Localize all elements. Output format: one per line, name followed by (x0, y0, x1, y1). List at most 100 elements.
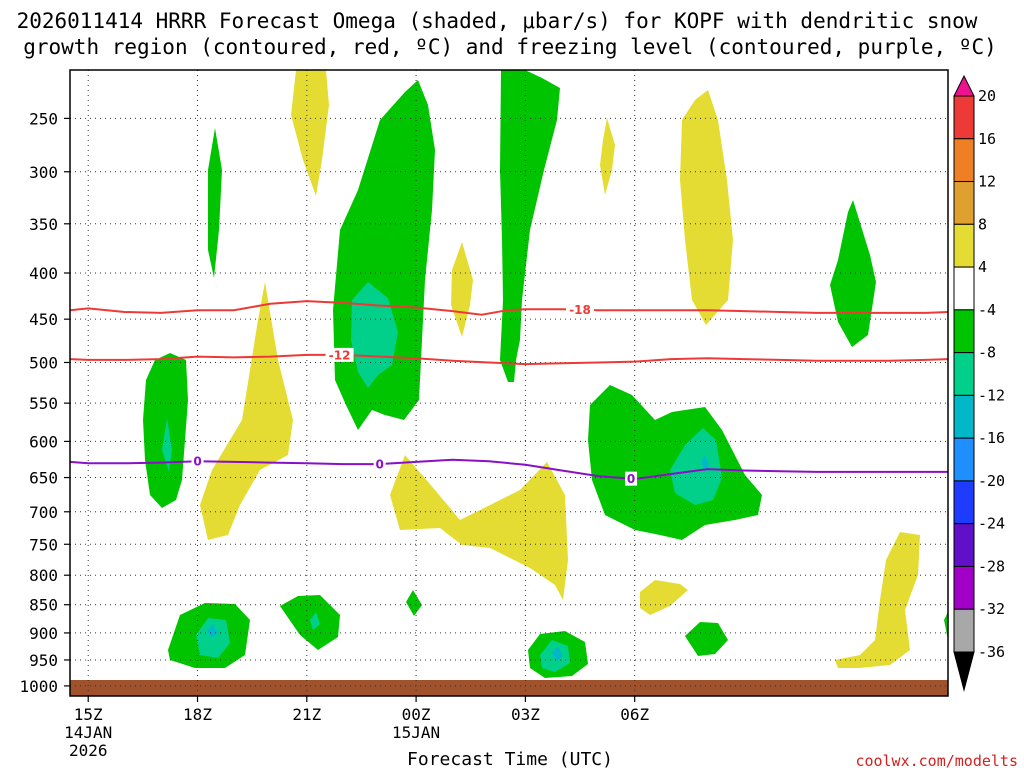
omega-ascent-area (685, 622, 728, 656)
x-tick-sublabel: 15JAN (392, 723, 440, 742)
omega-descent-area (680, 90, 733, 325)
y-tick-label: 350 (29, 215, 58, 234)
contour-label: 0 (375, 458, 383, 472)
contour-line (69, 353, 949, 366)
x-tick-label: 06Z (620, 705, 649, 724)
omega-ascent-area (500, 70, 560, 382)
colorbar-label: -36 (978, 643, 1005, 661)
y-tick-label: 300 (29, 163, 58, 182)
colorbar-swatch (953, 309, 975, 354)
colorbar-label: -28 (978, 557, 1005, 575)
colorbar-bottom-arrow (953, 651, 975, 692)
omega-very-strong-ascent-core (207, 624, 218, 638)
colorbar-label: 4 (978, 258, 987, 276)
colorbar-label: -16 (978, 429, 1005, 447)
y-tick-label: 1000 (19, 677, 58, 696)
omega-ascent-area (944, 612, 948, 640)
credit-text[interactable]: coolwx.com/modelts (855, 752, 1018, 768)
colorbar-label: 16 (978, 130, 996, 148)
y-tick-label: 650 (29, 469, 58, 488)
x-axis-title: Forecast Time (UTC) (407, 749, 613, 768)
colorbar-swatch (953, 266, 975, 311)
temperature-contours: -18 -12 0 0 0 (69, 300, 949, 486)
y-tick-label: 700 (29, 503, 58, 522)
y-tick-label: 500 (29, 353, 58, 372)
contour-label-bg (325, 347, 354, 362)
colorbar-label: -24 (978, 515, 1005, 533)
contour-label: -12 (329, 348, 351, 362)
omega-ascent-area (830, 200, 876, 347)
chart-title-line1: 2026011414 HRRR Forecast Omega (shaded, … (17, 9, 978, 33)
chart-title-line2: growth region (contoured, red, ºC) and f… (23, 35, 997, 59)
colorbar-label: -4 (978, 301, 996, 319)
contour-label-bg (625, 471, 638, 486)
colorbar-swatch (953, 394, 975, 439)
omega-strong-ascent-core (196, 618, 230, 658)
y-tick-label: 550 (29, 394, 58, 413)
colorbar-label: -20 (978, 472, 1005, 490)
y-tick-label: 800 (29, 566, 58, 585)
omega-strong-ascent-core (162, 418, 172, 472)
omega-descent-area (640, 580, 688, 615)
y-tick-label: 850 (29, 596, 58, 615)
colorbar: 20 16 12 8 4 -4 -8 -12 -16 -20 -24 -28 -32 -36 (953, 74, 1005, 692)
omega-descent-area (835, 532, 920, 668)
contour-label: -18 (569, 303, 591, 317)
colorbar-swatch (953, 608, 975, 653)
surface-below-ground (70, 680, 948, 696)
colorbar-swatch (953, 480, 975, 525)
colorbar-label: 12 (978, 173, 996, 191)
plot-frame (69, 69, 949, 697)
y-tick-label: 250 (29, 109, 58, 128)
omega-ascent-area (280, 595, 340, 650)
contour-label-bg (191, 454, 204, 469)
colorbar-label: 20 (978, 87, 996, 105)
y-tick-label: 750 (29, 535, 58, 554)
x-tick-sublabel: 2026 (69, 741, 108, 760)
omega-descent-area (291, 70, 329, 196)
omega-descent-area (390, 455, 568, 600)
omega-strong-ascent-core (670, 428, 722, 505)
colorbar-swatch (953, 95, 975, 140)
y-tick-label: 450 (29, 310, 58, 329)
contour-label: 0 (193, 455, 201, 469)
colorbar-label: -12 (978, 386, 1005, 404)
colorbar-swatch (953, 523, 975, 567)
x-tick-label: 03Z (511, 705, 540, 724)
colorbar-top-arrow (953, 74, 975, 97)
x-tick-label: 15Z (74, 705, 103, 724)
y-tick-label: 600 (29, 432, 58, 451)
colorbar-label: 8 (978, 215, 987, 233)
y-tick-label: 400 (29, 264, 58, 283)
contour-label-bg (373, 457, 386, 472)
colorbar-swatch (953, 565, 975, 610)
contour-label-bg (566, 302, 595, 317)
omega-very-strong-ascent-core (552, 647, 563, 661)
y-axis-pressure: 250 300 350 400 450 500 550 600 650 700 750 800 850 9… (19, 109, 70, 696)
y-tick-label: 950 (29, 651, 58, 670)
x-tick-label: 21Z (292, 705, 321, 724)
colorbar-swatch (953, 138, 975, 183)
colorbar-label: -32 (978, 600, 1005, 618)
y-tick-label: 900 (29, 624, 58, 643)
x-tick-sublabel: 14JAN (64, 723, 112, 742)
omega-strong-ascent-core (351, 282, 398, 388)
omega-very-strong-ascent-core (701, 455, 709, 472)
colorbar-label: -8 (978, 344, 996, 362)
colorbar-swatch (953, 437, 975, 482)
omega-ascent-area (208, 128, 222, 278)
contour-line (69, 300, 949, 316)
x-tick-label: 00Z (402, 705, 431, 724)
omega-shading (143, 70, 948, 678)
colorbar-swatch (953, 181, 975, 225)
colorbar-swatch (953, 352, 975, 396)
omega-ascent-area (406, 590, 422, 616)
omega-strong-ascent-core (310, 612, 320, 630)
omega-descent-area (600, 118, 615, 195)
omega-descent-area (200, 282, 293, 540)
x-tick-label: 18Z (183, 705, 212, 724)
colorbar-swatch (953, 223, 975, 268)
contour-label: 0 (627, 472, 635, 486)
